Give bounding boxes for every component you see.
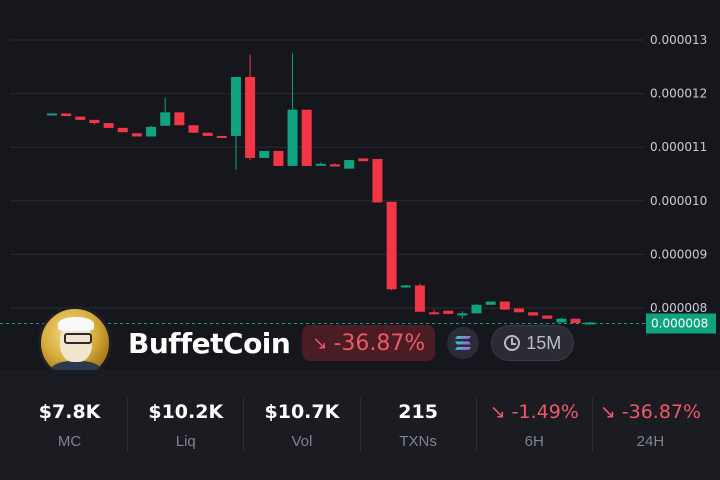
- current-price-line: 0.000008: [0, 313, 716, 334]
- candle-down[interactable]: [499, 301, 510, 310]
- stat-label: MC: [57, 432, 82, 450]
- candle-up[interactable]: [400, 285, 411, 288]
- y-tick-label: 0.000009: [650, 247, 707, 261]
- stat-label: 24H: [636, 432, 665, 450]
- candle-down[interactable]: [358, 158, 369, 162]
- candle-down[interactable]: [414, 285, 425, 312]
- candle-down[interactable]: [513, 308, 524, 313]
- stat-24h: ↘ -36.87% 24H: [591, 398, 708, 452]
- candle-down[interactable]: [75, 116, 86, 120]
- candle-down[interactable]: [570, 318, 581, 324]
- price-chart[interactable]: 0.000013 0.000012 0.000011 0.000010 0.000009…: [0, 0, 720, 370]
- candles-group: [47, 53, 595, 325]
- candle-up[interactable]: [160, 112, 171, 126]
- price-change-badge: ↘ -36.87%: [302, 325, 436, 361]
- candle-up[interactable]: [457, 313, 468, 316]
- interval-label: 15M: [526, 332, 562, 353]
- solana-icon[interactable]: [447, 327, 480, 359]
- y-tick-label: 0.000013: [650, 33, 707, 47]
- candle-down[interactable]: [61, 113, 72, 117]
- chart-grid: [10, 39, 644, 309]
- stat-label: Liq: [175, 432, 196, 450]
- avatar[interactable]: [38, 306, 112, 380]
- candle-down[interactable]: [131, 133, 142, 137]
- candle-up[interactable]: [287, 109, 298, 166]
- stat-label: Vol: [291, 432, 313, 450]
- arrow-down-right-icon: ↘: [489, 400, 512, 423]
- candle-up[interactable]: [344, 160, 355, 169]
- candle-up[interactable]: [556, 318, 567, 323]
- candle-down[interactable]: [542, 315, 553, 319]
- candle-down[interactable]: [89, 119, 100, 124]
- candle-down[interactable]: [103, 123, 114, 128]
- candle-down[interactable]: [443, 310, 454, 314]
- stat-label: TXNs: [399, 432, 437, 450]
- candle-up[interactable]: [471, 304, 482, 314]
- y-tick-label: 0.000010: [650, 194, 707, 208]
- candle-up[interactable]: [146, 126, 157, 137]
- token-name: BuffetCoin: [128, 326, 291, 360]
- stat-txns: 215 TXNs: [359, 398, 476, 452]
- stat-value: 215: [398, 400, 438, 423]
- token-header: BuffetCoin ↘ -36.87% 15M: [38, 306, 575, 380]
- stat-value-text: -36.87%: [621, 400, 702, 423]
- candle-down[interactable]: [386, 201, 397, 290]
- interval-selector[interactable]: 15M: [491, 325, 575, 361]
- candle-up[interactable]: [47, 113, 57, 116]
- clock-icon: [504, 335, 521, 351]
- stat-value: $7.8K: [38, 400, 101, 423]
- candle-up[interactable]: [485, 301, 496, 305]
- y-axis: 0.000013 0.000012 0.000011 0.000010 0.000009…: [650, 33, 707, 315]
- current-price-tag: [646, 313, 716, 334]
- candle-up[interactable]: [259, 150, 270, 158]
- stats-bar: $7.8K MC $10.2K Liq $10.7K Vol 215 TXNs …: [0, 370, 720, 480]
- candle-up[interactable]: [315, 163, 326, 166]
- stat-vol: $10.7K Vol: [243, 398, 359, 452]
- candle-up[interactable]: [230, 76, 241, 136]
- stat-6h: ↘ -1.49% 6H: [475, 398, 592, 452]
- y-tick-label: 0.000011: [650, 140, 707, 154]
- stat-value: $10.2K: [148, 400, 224, 423]
- solana-logo-icon: [455, 336, 472, 350]
- stat-value: $10.7K: [264, 400, 340, 423]
- candle-down[interactable]: [301, 109, 312, 166]
- avatar-hair: [58, 317, 94, 331]
- candle-down[interactable]: [372, 158, 383, 203]
- y-tick-label: 0.000012: [650, 87, 707, 101]
- stat-label: 6H: [524, 432, 544, 450]
- price-change-value: -36.87%: [333, 330, 426, 356]
- candle-down[interactable]: [188, 125, 199, 133]
- stat-liq: $10.2K Liq: [127, 398, 243, 452]
- stat-mc: $7.8K MC: [12, 398, 127, 452]
- candle-down[interactable]: [330, 164, 340, 167]
- candle-down[interactable]: [245, 76, 256, 158]
- arrow-down-right-icon: ↘: [599, 400, 622, 423]
- candle-down[interactable]: [273, 150, 284, 166]
- candle-down[interactable]: [202, 132, 213, 136]
- stat-value-text: -1.49%: [511, 400, 579, 423]
- y-tick-label: 0.000008: [650, 301, 707, 315]
- candle-down[interactable]: [216, 135, 227, 138]
- candle-down[interactable]: [528, 312, 539, 316]
- candle-down[interactable]: [174, 112, 185, 126]
- candle-down[interactable]: [117, 127, 128, 133]
- arrow-down-right-icon: ↘: [312, 332, 328, 354]
- candle-down[interactable]: [429, 312, 440, 315]
- stat-value: ↘ -36.87%: [600, 401, 701, 423]
- current-price-label: 0.000008: [651, 317, 708, 331]
- stat-value: ↘ -1.49%: [490, 401, 579, 423]
